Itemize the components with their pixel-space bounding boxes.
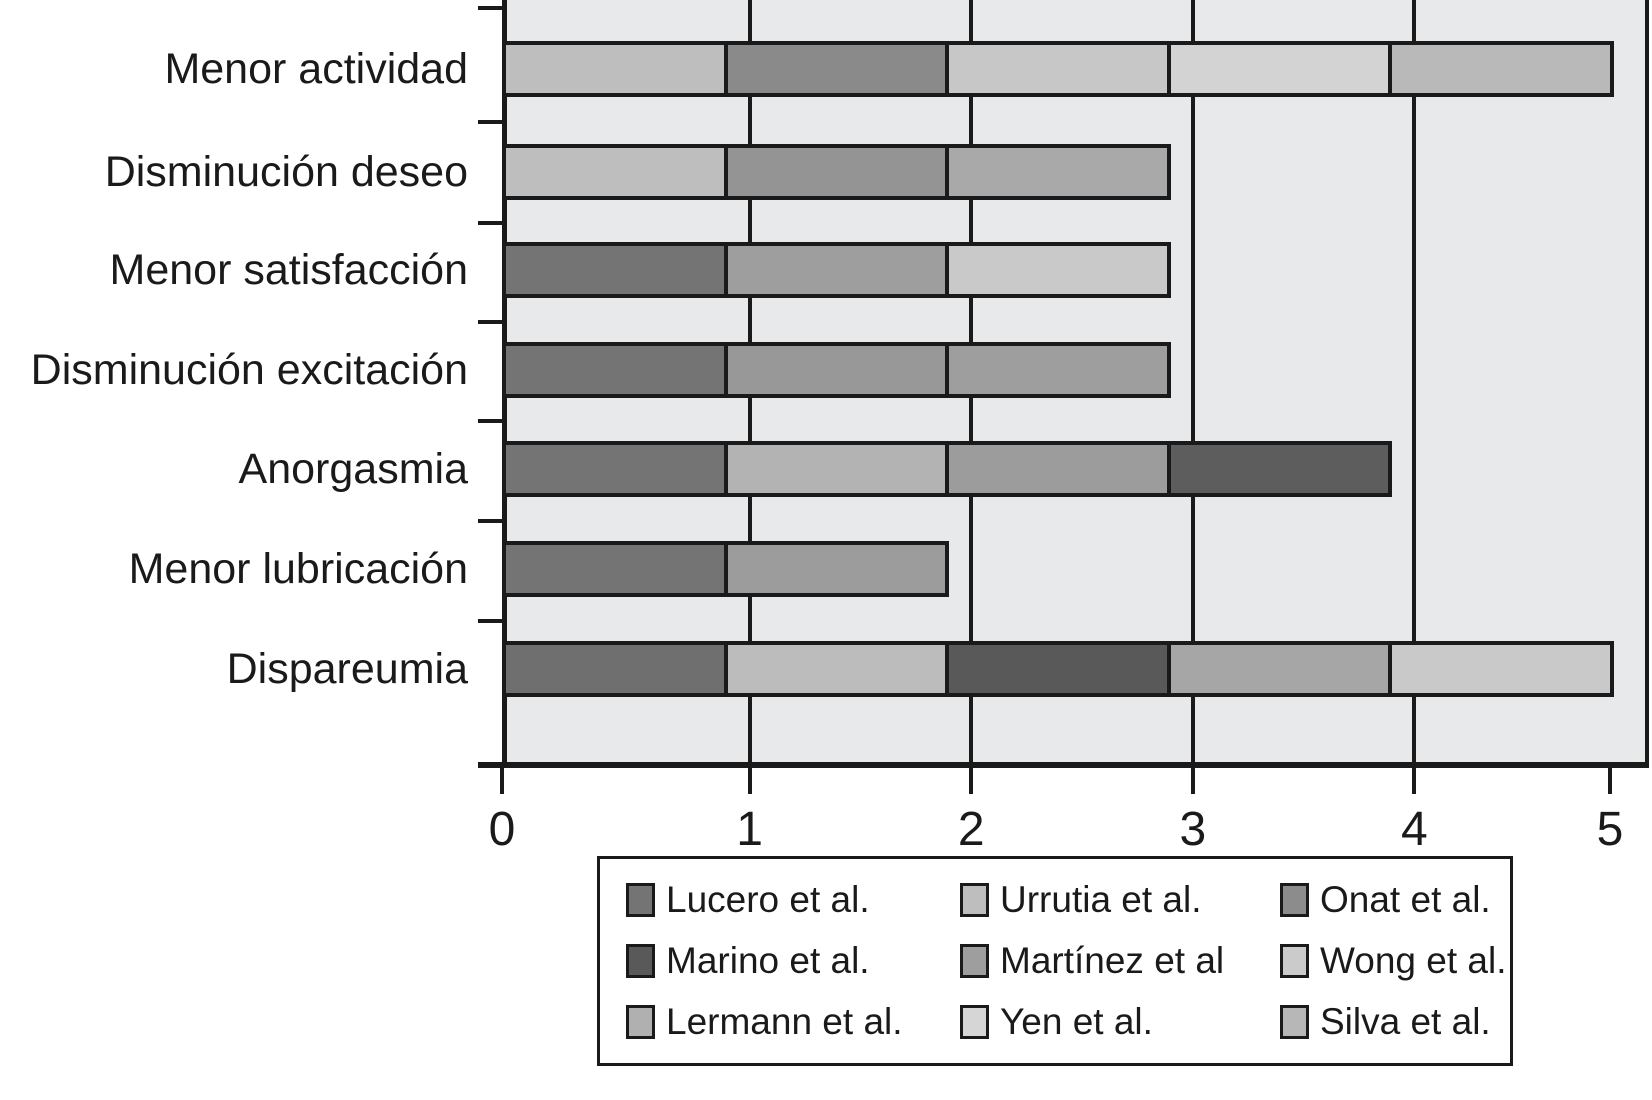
bar-segment <box>723 45 946 93</box>
x-tick-4 <box>1412 768 1417 794</box>
bar-segment <box>723 346 946 394</box>
x-tick-1 <box>747 768 752 794</box>
x-tick-label-4: 4 <box>1401 803 1428 856</box>
legend-label: Wong et al. <box>1320 939 1507 981</box>
legend-label: Marino et al. <box>666 939 870 981</box>
legend-swatch-icon <box>626 943 655 978</box>
category-label: Disminución excitación <box>30 345 468 394</box>
bar-segment <box>945 645 1167 693</box>
bar-Menor actividad <box>502 41 1614 97</box>
bar-segment <box>723 445 946 493</box>
x-axis-line <box>478 762 1649 768</box>
legend-item-8: Silva et al. <box>1280 1001 1510 1043</box>
gridline-4 <box>1412 0 1417 762</box>
bar-Disminución excitación <box>502 342 1171 398</box>
bar-segment <box>723 645 946 693</box>
x-tick-label-1: 1 <box>736 803 763 856</box>
x-tick-0 <box>500 768 504 794</box>
x-tick-label-5: 5 <box>1596 803 1624 856</box>
legend-box: Lucero et al. Urrutia et al. Onat et al. Ma… <box>597 856 1513 1066</box>
legend-item-5: Wong et al. <box>1280 940 1510 982</box>
bar-segment <box>945 346 1167 394</box>
legend-label: Onat et al. <box>1320 878 1491 920</box>
bar-segment <box>1166 445 1389 493</box>
x-tick-2 <box>969 768 974 794</box>
legend-swatch-icon <box>626 882 655 917</box>
legend-item-2: Onat et al. <box>1280 879 1510 921</box>
bar-segment <box>945 148 1167 196</box>
legend-label: Urrutia et al. <box>1000 878 1202 920</box>
bar-segment <box>506 445 724 493</box>
x-tick-label-2: 2 <box>957 803 985 856</box>
bar-segment <box>1166 45 1389 93</box>
bar-segment <box>945 445 1167 493</box>
category-label: Anorgasmia <box>238 444 468 493</box>
bar-segment <box>506 645 724 693</box>
bar-Dispareumia <box>502 641 1614 697</box>
bar-Menor satisfacción <box>502 242 1171 298</box>
category-label: Disminución deseo <box>104 147 468 196</box>
bar-segment <box>506 545 724 593</box>
legend-item-1: Urrutia et al. <box>960 879 1280 921</box>
legend-swatch-icon <box>960 1005 989 1040</box>
x-tick-3 <box>1190 768 1195 794</box>
bar-segment <box>723 148 946 196</box>
y-tick-4 <box>478 419 502 423</box>
bar-Disminución deseo <box>502 144 1171 200</box>
legend-item-6: Lermann et al. <box>626 1001 960 1043</box>
bar-segment <box>506 148 724 196</box>
y-tick-0 <box>478 6 502 10</box>
category-label: Dispareumia <box>226 644 468 693</box>
y-tick-6 <box>478 619 502 623</box>
legend-item-0: Lucero et al. <box>626 879 960 921</box>
bar-segment <box>945 45 1167 93</box>
legend-item-7: Yen et al. <box>960 1001 1280 1043</box>
y-tick-1 <box>478 120 502 124</box>
bar-segment <box>723 545 946 593</box>
legend-swatch-icon <box>626 1005 655 1040</box>
y-tick-5 <box>478 519 502 523</box>
bar-segment <box>1388 45 1610 93</box>
legend-swatch-icon <box>960 943 989 978</box>
legend-swatch-icon <box>1280 943 1309 978</box>
bar-segment <box>506 246 724 294</box>
legend-item-3: Marino et al. <box>626 940 960 982</box>
legend-label: Yen et al. <box>1000 1001 1153 1043</box>
bar-segment <box>723 246 946 294</box>
legend-label: Martínez et al <box>1000 939 1225 981</box>
legend-label: Silva et al. <box>1320 1001 1491 1043</box>
category-label: Menor satisfacción <box>109 245 469 294</box>
legend-swatch-icon <box>1280 882 1309 917</box>
x-tick-label-0: 0 <box>488 803 516 856</box>
x-tick-5 <box>1608 768 1612 794</box>
bar-segment <box>506 346 724 394</box>
bar-segment <box>1166 645 1389 693</box>
y-tick-3 <box>478 320 502 324</box>
legend-item-4: Martínez et al <box>960 940 1280 982</box>
gridline-3 <box>1190 0 1195 762</box>
bar-segment <box>1388 645 1610 693</box>
legend-label: Lermann et al. <box>666 1001 903 1043</box>
legend-label: Lucero et al. <box>666 878 870 920</box>
legend-swatch-icon <box>960 882 989 917</box>
legend-swatch-icon <box>1280 1005 1309 1040</box>
category-label: Menor lubricación <box>128 544 468 593</box>
bar-Menor lubricación <box>502 541 950 597</box>
bar-segment <box>506 45 724 93</box>
bar-segment <box>945 246 1167 294</box>
bar-Anorgasmia <box>502 441 1393 497</box>
x-tick-label-3: 3 <box>1179 803 1207 856</box>
y-tick-2 <box>478 221 502 225</box>
category-label: Menor actividad <box>164 44 468 93</box>
